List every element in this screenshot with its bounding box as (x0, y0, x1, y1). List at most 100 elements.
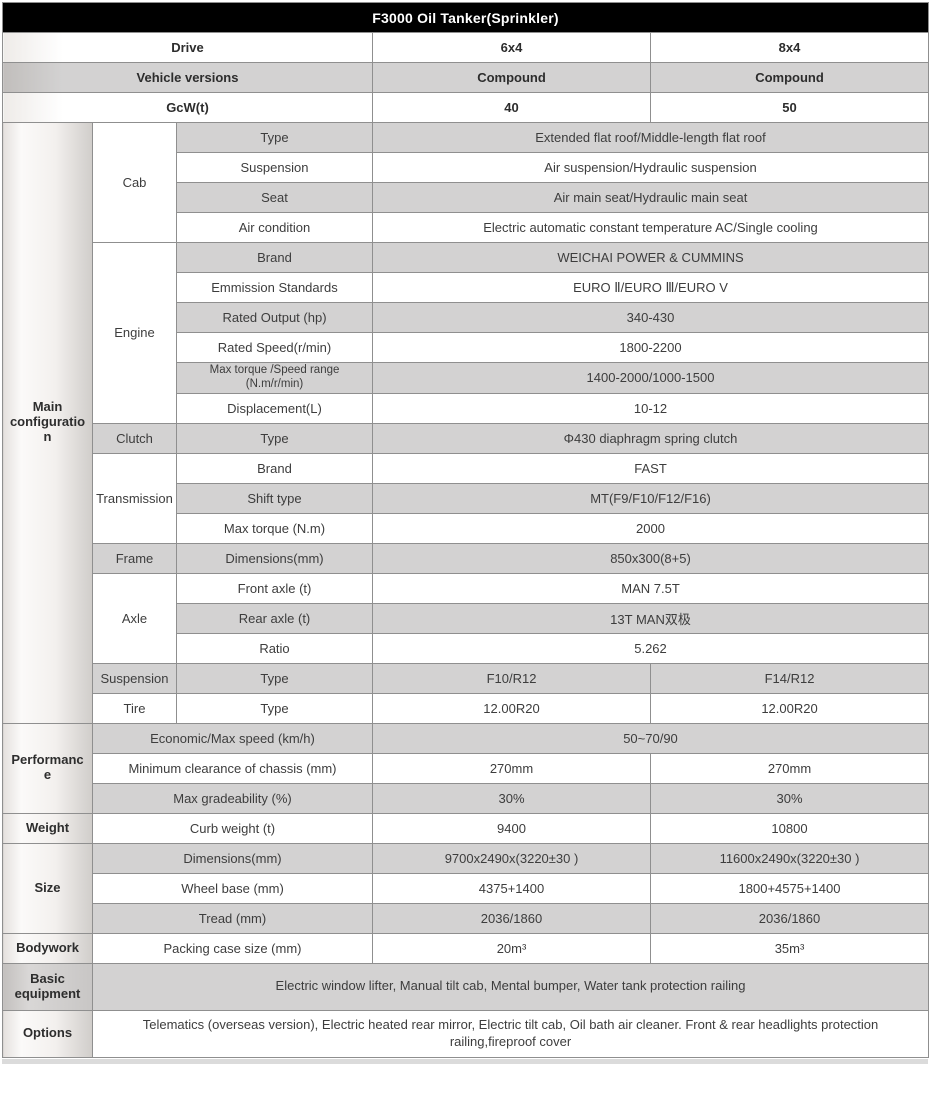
section-basic-equipment: Basic equipment (2, 962, 93, 1011)
gcw-label: GcW(t) (2, 92, 373, 123)
table-row: Emmission Standards EURO Ⅱ/EURO Ⅲ/EURO V (3, 272, 930, 303)
attr-label: Brand (176, 452, 373, 484)
attr-label: Displacement(L) (176, 392, 373, 424)
group-cab: Cab (92, 122, 177, 243)
table-row: Tread (mm) 2036/1860 2036/1860 (3, 902, 930, 934)
table-row: Suspension Type F10/R12 F14/R12 (3, 662, 930, 694)
table-row: Clutch Type Φ430 diaphragm spring clutch (3, 422, 930, 454)
table-row: Basic equipment Electric window lifter, … (2, 962, 930, 1011)
spec-value-8x4: 11600x2490x(3220±30 ) (649, 842, 930, 874)
attr-label: Economic/Max speed (km/h) (92, 722, 373, 754)
spec-value: Electric window lifter, Manual tilt cab,… (91, 962, 930, 1011)
attr-label: Emmission Standards (176, 272, 373, 303)
table-row: Rear axle (t) 13T MAN双极 (3, 602, 930, 634)
group-clutch: Clutch (92, 422, 177, 454)
attr-label: Dimensions(mm) (92, 842, 373, 874)
table-row: Drive 6x4 8x4 (2, 32, 930, 63)
group-axle: Axle (92, 572, 177, 664)
table-row: Size Dimensions(mm) 9700x2490x(3220±30 )… (2, 842, 930, 934)
table-row: Air condition Electric automatic constan… (3, 212, 930, 243)
spec-value: EURO Ⅱ/EURO Ⅲ/EURO V (371, 272, 930, 303)
spec-value-6x4: 270mm (372, 752, 651, 784)
spec-value: 50~70/90 (371, 722, 930, 754)
drive-value-6x4: 6x4 (372, 32, 651, 63)
gcw-value-8x4: 50 (649, 92, 930, 123)
attr-label: Dimensions(mm) (176, 542, 373, 574)
attr-label: Max torque (N.m) (176, 512, 373, 544)
spec-value-8x4: 270mm (649, 752, 930, 784)
table-row: Minimum clearance of chassis (mm) 270mm … (3, 752, 930, 784)
spec-value-6x4: 9700x2490x(3220±30 ) (372, 842, 651, 874)
group-frame: Frame (92, 542, 177, 574)
spec-value: 340-430 (371, 302, 930, 333)
spec-value-8x4: 12.00R20 (649, 692, 930, 724)
attr-label: Type (176, 692, 373, 724)
table-row: Engine Brand WEICHAI POWER & CUMMINS (3, 242, 930, 424)
spec-value-8x4: 2036/1860 (649, 902, 930, 934)
table-row: Main configuration Cab Type Extended fla… (2, 122, 930, 724)
table-row: Wheel base (mm) 4375+1400 1800+4575+1400 (3, 872, 930, 904)
group-tire: Tire (92, 692, 177, 724)
gcw-value-6x4: 40 (372, 92, 651, 123)
spec-value: 5.262 (371, 632, 930, 664)
section-weight: Weight (2, 812, 93, 844)
section-bodywork: Bodywork (2, 932, 93, 964)
spec-value-6x4: 2036/1860 (372, 902, 651, 934)
attr-label: Type (176, 662, 373, 694)
spec-value: 850x300(8+5) (371, 542, 930, 574)
spec-value: 13T MAN双极 (371, 602, 930, 634)
table-row: Performance Economic/Max speed (km/h) 50… (2, 722, 930, 814)
attr-label: Type (176, 122, 373, 153)
spec-value-8x4: 35m³ (649, 932, 930, 964)
table-row: Vehicle versions Compound Compound (2, 62, 930, 93)
attr-label: Suspension (176, 152, 373, 183)
table-row: Frame Dimensions(mm) 850x300(8+5) (3, 542, 930, 574)
spec-value: MT(F9/F10/F12/F16) (371, 482, 930, 514)
section-performance: Performance (2, 722, 93, 814)
table-row: Max torque /Speed range (N.m/r/min) 1400… (3, 362, 930, 394)
spec-value: MAN 7.5T (371, 572, 930, 604)
table-row: Bodywork Packing case size (mm) 20m³ 35m… (2, 932, 930, 964)
group-engine: Engine (92, 242, 177, 424)
spec-value: 1800-2200 (371, 332, 930, 363)
table-row: Tire Type 12.00R20 12.00R20 (3, 692, 930, 724)
group-transmission: Transmission (92, 452, 177, 544)
attr-label: Max gradeability (%) (92, 782, 373, 814)
attr-label: Ratio (176, 632, 373, 664)
attr-label: Type (176, 422, 373, 454)
table-row: F3000 Oil Tanker(Sprinkler) (1, 2, 930, 33)
spec-value: Φ430 diaphragm spring clutch (371, 422, 930, 454)
attr-label: Rear axle (t) (176, 602, 373, 634)
spec-table: F3000 Oil Tanker(Sprinkler) Drive 6x4 8x… (1, 2, 930, 1058)
attr-label: Tread (mm) (92, 902, 373, 934)
table-row: Options Telematics (overseas version), E… (2, 1009, 930, 1058)
table-row: Axle Front axle (t) MAN 7.5T (3, 572, 930, 664)
table-row: Suspension Air suspension/Hydraulic susp… (3, 152, 930, 183)
table-row: GcW(t) 40 50 (2, 92, 930, 123)
spec-value: 1400-2000/1000-1500 (371, 362, 930, 394)
spec-value-6x4: 4375+1400 (372, 872, 651, 904)
table-row: Seat Air main seat/Hydraulic main seat (3, 182, 930, 213)
spec-value-8x4: F14/R12 (649, 662, 930, 694)
table-row: Rated Output (hp) 340-430 (3, 302, 930, 333)
attr-label: Rated Speed(r/min) (176, 332, 373, 363)
spec-value: 2000 (371, 512, 930, 544)
spec-value: WEICHAI POWER & CUMMINS (371, 242, 930, 273)
attr-label: Brand (176, 242, 373, 273)
drive-value-8x4: 8x4 (649, 32, 930, 63)
attr-label: Curb weight (t) (92, 812, 373, 844)
spec-value: Air suspension/Hydraulic suspension (371, 152, 930, 183)
table-row: Rated Speed(r/min) 1800-2200 (3, 332, 930, 363)
attr-label: Front axle (t) (176, 572, 373, 604)
table-row: Displacement(L) 10-12 (3, 392, 930, 424)
spec-value-6x4: 20m³ (372, 932, 651, 964)
vehicle-versions-label: Vehicle versions (2, 62, 373, 93)
spec-value-6x4: 12.00R20 (372, 692, 651, 724)
attr-label: Max torque /Speed range (N.m/r/min) (176, 362, 373, 394)
vehicle-versions-value-6x4: Compound (372, 62, 651, 93)
attr-label: Minimum clearance of chassis (mm) (92, 752, 373, 784)
page-bottom-shadow (2, 1058, 928, 1064)
group-suspension: Suspension (92, 662, 177, 694)
attr-label: Rated Output (hp) (176, 302, 373, 333)
